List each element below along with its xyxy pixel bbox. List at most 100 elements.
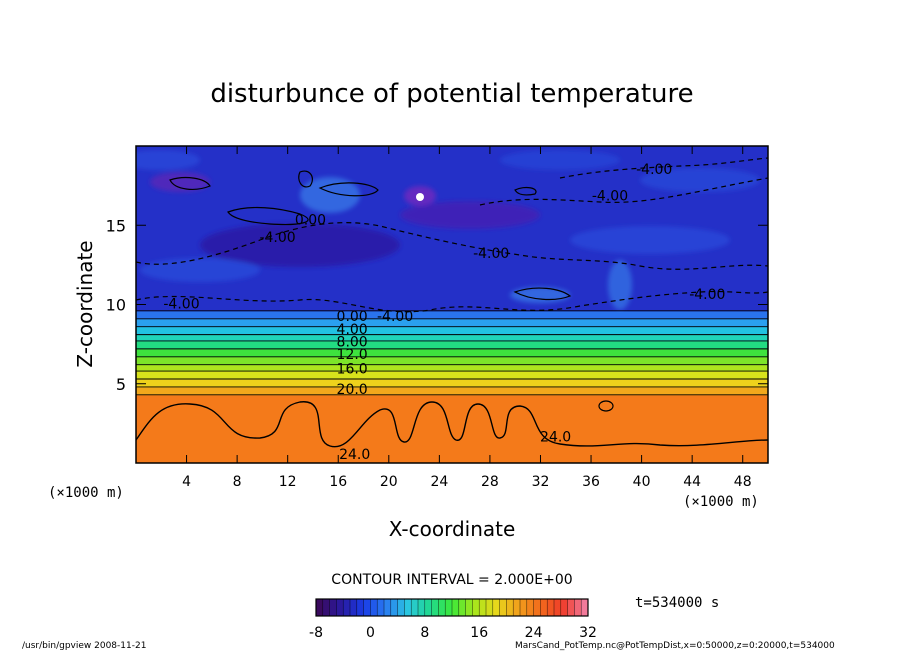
colorbar-cell-32	[533, 599, 541, 616]
contour-label-4: 16.0	[337, 361, 368, 377]
colorbar-cell-26	[492, 599, 500, 616]
band-2	[136, 378, 768, 388]
contour-label-13: -4.00	[592, 189, 628, 205]
colorbar-cell-3	[336, 599, 344, 616]
contour-24-lower	[136, 401, 768, 448]
contour-label-6: 24.0	[339, 447, 370, 463]
colorbar-cell-27	[499, 599, 507, 616]
band-3	[136, 371, 768, 380]
band-11	[136, 310, 768, 320]
colorbar	[315, 599, 589, 616]
colorbar-cell-29	[513, 599, 521, 616]
band-5	[136, 356, 768, 366]
heatmap-bands	[136, 146, 768, 463]
contour-label-2: 8.00	[337, 335, 368, 351]
x-axis-label: X-coordinate	[389, 517, 516, 541]
upper-contours	[136, 157, 768, 313]
band-9	[136, 326, 768, 336]
colorbar-cell-5	[350, 599, 358, 616]
colorbar-cell-7	[363, 599, 371, 616]
band-4	[136, 364, 768, 372]
band-10	[136, 318, 768, 328]
colorbar-cell-21	[458, 599, 466, 616]
colorbar-cell-17	[431, 599, 439, 616]
contour-label-1: 4.00	[337, 322, 368, 338]
x-tick-label-0: 4	[182, 474, 191, 490]
contour-label-8: -4.00	[377, 309, 413, 325]
contour-label-14: -4.00	[636, 162, 672, 178]
colorbar-cell-16	[424, 599, 432, 616]
colorbar-cell-8	[370, 599, 378, 616]
x-unit-label-right: (×1000 m)	[683, 494, 759, 510]
contour-label-0: 0.00	[337, 309, 368, 325]
colorbar-cell-12	[397, 599, 405, 616]
colorbar-tick-label-1: 0	[366, 625, 375, 641]
hotspot-marker	[416, 193, 424, 201]
band-6	[136, 348, 768, 358]
contour-label-12: -4.00	[473, 246, 509, 262]
time-label: t=534000 s	[635, 595, 720, 611]
colorbar-cell-4	[343, 599, 351, 616]
colorbar-tick-label-5: 32	[579, 625, 597, 641]
colorbar-tick-label-0: -8	[309, 625, 323, 641]
colorbar-cell-24	[479, 599, 487, 616]
colorbar-cell-18	[438, 599, 446, 616]
colorbar-cell-31	[526, 599, 534, 616]
colorbar-cell-6	[356, 599, 364, 616]
colorbar-cell-9	[377, 599, 385, 616]
colorbar-cell-34	[547, 599, 555, 616]
contour-label-9: -4.00	[163, 297, 199, 313]
colorbar-cell-28	[506, 599, 514, 616]
colorbar-cell-20	[452, 599, 460, 616]
colorbar-cell-10	[384, 599, 392, 616]
colorbar-frame	[315, 598, 589, 617]
colorbar-cell-39	[581, 599, 589, 616]
y-tick-label-2: 15	[106, 216, 126, 235]
colorbar-cell-2	[329, 599, 337, 616]
contour-label-15: -4.00	[689, 287, 725, 303]
x-tick-label-1: 8	[233, 474, 242, 490]
contour-label-7: 24.0	[540, 430, 571, 446]
colorbar-cell-15	[418, 599, 426, 616]
colorbar-cell-35	[554, 599, 562, 616]
plot-area: 0.004.008.0012.016.020.024.024.0-4.00-4.…	[136, 146, 768, 463]
x-axis: 4 8 12 16 20 24 28 32 36 40 44 48	[182, 146, 752, 490]
band-1	[136, 386, 768, 396]
y-axis-label: Z-coordinate	[73, 240, 97, 367]
colorbar-cell-1	[322, 599, 330, 616]
colorbar-tick-label-2: 8	[420, 625, 429, 641]
colorbar-cell-30	[520, 599, 528, 616]
colorbar-cell-13	[404, 599, 412, 616]
x-tick-label-11: 48	[734, 474, 752, 490]
colorbar-cell-19	[445, 599, 453, 616]
footer-right: MarsCand_PotTemp.nc@PotTempDist,x=0:5000…	[515, 641, 835, 651]
colorbar-cell-37	[567, 599, 575, 616]
contour-interval: CONTOUR INTERVAL = 2.000E+00	[331, 572, 572, 588]
x-tick-label-5: 24	[430, 474, 448, 490]
y-tick-label-1: 10	[106, 296, 126, 315]
x-tick-label-10: 44	[683, 474, 701, 490]
contour-label-11: 0.00	[295, 212, 326, 228]
x-tick-label-2: 12	[279, 474, 297, 490]
stratification-contours	[136, 310, 768, 396]
x-tick-label-9: 40	[633, 474, 651, 490]
band-0	[136, 394, 768, 463]
colorbar-cell-14	[411, 599, 419, 616]
x-unit-label-left: (×1000 m)	[48, 485, 124, 501]
contour-24-island	[598, 400, 614, 412]
contour-label-5: 20.0	[337, 382, 368, 398]
contour-labels: 0.004.008.0012.016.020.024.024.0-4.00-4.…	[163, 162, 725, 463]
colorbar-cell-38	[574, 599, 582, 616]
colorbar-cell-22	[465, 599, 473, 616]
contour-label-3: 12.0	[337, 347, 368, 363]
chart-title: disturbunce of potential temperature	[210, 79, 693, 109]
colorbar-cell-11	[390, 599, 398, 616]
colorbar-tick-label-3: 16	[470, 625, 488, 641]
band-8	[136, 334, 768, 342]
x-tick-label-8: 36	[582, 474, 600, 490]
colorbar-cell-25	[486, 599, 494, 616]
colorbar-ticks: -8 0 8 16 24 32	[309, 625, 597, 641]
colorbar-cell-23	[472, 599, 480, 616]
y-tick-label-0: 5	[116, 375, 126, 394]
